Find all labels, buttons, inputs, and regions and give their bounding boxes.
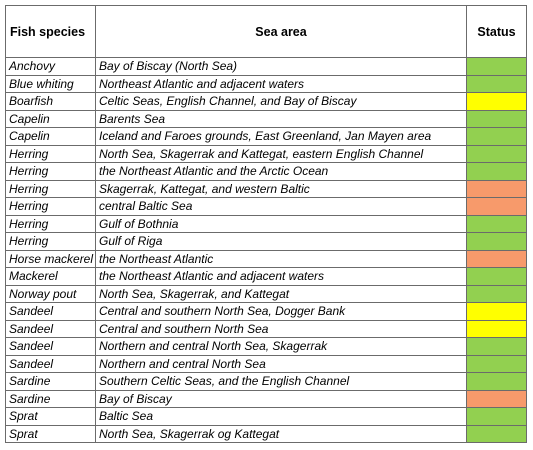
table-row: Herring Skagerrak, Kattegat, and western … bbox=[5, 179, 527, 198]
fish-stock-status-table: Fish species Sea area Status Anchovy Bay … bbox=[5, 5, 527, 443]
status-indicator-cell bbox=[466, 407, 527, 426]
fish-species-cell: Boarfish bbox=[5, 92, 96, 111]
fish-species-cell: Anchovy bbox=[5, 57, 96, 76]
fish-species-cell: Blue whiting bbox=[5, 74, 96, 93]
fish-species-cell: Norway pout bbox=[5, 284, 96, 303]
status-indicator-cell bbox=[466, 249, 527, 268]
table-row: Sardine Bay of Biscay bbox=[5, 389, 527, 408]
status-indicator-cell bbox=[466, 127, 527, 146]
fish-species-cell: Herring bbox=[5, 144, 96, 163]
table-row: Herring Gulf of Riga bbox=[5, 232, 527, 251]
table-row: Norway pout North Sea, Skagerrak, and Kat… bbox=[5, 284, 527, 303]
status-indicator-cell bbox=[466, 197, 527, 216]
sea-area-cell: Gulf of Riga bbox=[95, 232, 467, 251]
sea-area-cell: Northern and central North Sea bbox=[95, 354, 467, 373]
status-indicator-cell bbox=[466, 162, 527, 181]
sea-area-cell: Central and southern North Sea bbox=[95, 319, 467, 338]
sea-area-cell: Barents Sea bbox=[95, 109, 467, 128]
sea-area-cell: the Northeast Atlantic and adjacent wate… bbox=[95, 267, 467, 286]
sea-area-cell: Gulf of Bothnia bbox=[95, 214, 467, 233]
header-status: Status bbox=[466, 5, 527, 58]
status-indicator-cell bbox=[466, 284, 527, 303]
fish-species-cell: Mackerel bbox=[5, 267, 96, 286]
fish-species-cell: Capelin bbox=[5, 127, 96, 146]
status-indicator-cell bbox=[466, 144, 527, 163]
status-indicator-cell bbox=[466, 302, 527, 321]
table-row: Sandeel Northern and central North Sea bbox=[5, 354, 527, 373]
table-row: Capelin Barents Sea bbox=[5, 109, 527, 128]
sea-area-cell: the Northeast Atlantic bbox=[95, 249, 467, 268]
fish-species-cell: Sandeel bbox=[5, 302, 96, 321]
table-body: Anchovy Bay of Biscay (North Sea) Blue whi… bbox=[5, 57, 527, 443]
status-indicator-cell bbox=[466, 319, 527, 338]
status-indicator-cell bbox=[466, 214, 527, 233]
sea-area-cell: Northern and central North Sea, Skagerra… bbox=[95, 337, 467, 356]
table-row: Sandeel Central and southern North Sea bbox=[5, 319, 527, 338]
table-row: Herring Gulf of Bothnia bbox=[5, 214, 527, 233]
table-row: Herring the Northeast Atlantic and the Ar… bbox=[5, 162, 527, 181]
status-indicator-cell bbox=[466, 109, 527, 128]
sea-area-cell: North Sea, Skagerrak og Kattegat bbox=[95, 424, 467, 443]
status-indicator-cell bbox=[466, 74, 527, 93]
sea-area-cell: North Sea, Skagerrak and Kattegat, easte… bbox=[95, 144, 467, 163]
fish-species-cell: Herring bbox=[5, 179, 96, 198]
status-indicator-cell bbox=[466, 424, 527, 443]
table-header-row: Fish species Sea area Status bbox=[5, 5, 527, 58]
status-indicator-cell bbox=[466, 267, 527, 286]
status-indicator-cell bbox=[466, 389, 527, 408]
sea-area-cell: the Northeast Atlantic and the Arctic Oc… bbox=[95, 162, 467, 181]
table-row: Herring central Baltic Sea bbox=[5, 197, 527, 216]
fish-species-cell: Herring bbox=[5, 162, 96, 181]
header-fish-species: Fish species bbox=[5, 5, 96, 58]
table-row: Capelin Iceland and Faroes grounds, East … bbox=[5, 127, 527, 146]
status-indicator-cell bbox=[466, 232, 527, 251]
status-indicator-cell bbox=[466, 92, 527, 111]
sea-area-cell: Celtic Seas, English Channel, and Bay of… bbox=[95, 92, 467, 111]
status-indicator-cell bbox=[466, 57, 527, 76]
status-indicator-cell bbox=[466, 354, 527, 373]
sea-area-cell: Skagerrak, Kattegat, and western Baltic bbox=[95, 179, 467, 198]
fish-species-cell: Sandeel bbox=[5, 337, 96, 356]
status-indicator-cell bbox=[466, 337, 527, 356]
sea-area-cell: Southern Celtic Seas, and the English Ch… bbox=[95, 372, 467, 391]
fish-species-cell: Herring bbox=[5, 214, 96, 233]
table-row: Sprat Baltic Sea bbox=[5, 407, 527, 426]
sea-area-cell: Bay of Biscay bbox=[95, 389, 467, 408]
sea-area-cell: North Sea, Skagerrak, and Kattegat bbox=[95, 284, 467, 303]
table-row: Sardine Southern Celtic Seas, and the Eng… bbox=[5, 372, 527, 391]
sea-area-cell: central Baltic Sea bbox=[95, 197, 467, 216]
fish-species-cell: Sandeel bbox=[5, 319, 96, 338]
status-indicator-cell bbox=[466, 372, 527, 391]
fish-species-cell: Sprat bbox=[5, 407, 96, 426]
status-indicator-cell bbox=[466, 179, 527, 198]
fish-species-cell: Herring bbox=[5, 232, 96, 251]
fish-species-cell: Sprat bbox=[5, 424, 96, 443]
table-row: Sprat North Sea, Skagerrak og Kattegat bbox=[5, 424, 527, 443]
fish-species-cell: Capelin bbox=[5, 109, 96, 128]
sea-area-cell: Central and southern North Sea, Dogger B… bbox=[95, 302, 467, 321]
table-row: Sandeel Central and southern North Sea, D… bbox=[5, 302, 527, 321]
sea-area-cell: Bay of Biscay (North Sea) bbox=[95, 57, 467, 76]
fish-species-cell: Sardine bbox=[5, 372, 96, 391]
table-row: Sandeel Northern and central North Sea, S… bbox=[5, 337, 527, 356]
fish-species-cell: Herring bbox=[5, 197, 96, 216]
table-row: Horse mackerel the Northeast Atlantic bbox=[5, 249, 527, 268]
fish-species-cell: Sardine bbox=[5, 389, 96, 408]
sea-area-cell: Baltic Sea bbox=[95, 407, 467, 426]
table-row: Herring North Sea, Skagerrak and Kattegat… bbox=[5, 144, 527, 163]
table-row: Boarfish Celtic Seas, English Channel, an… bbox=[5, 92, 527, 111]
table-row: Blue whiting Northeast Atlantic and adjac… bbox=[5, 74, 527, 93]
sea-area-cell: Iceland and Faroes grounds, East Greenla… bbox=[95, 127, 467, 146]
fish-species-cell: Horse mackerel bbox=[5, 249, 96, 268]
header-sea-area: Sea area bbox=[95, 5, 467, 58]
fish-species-cell: Sandeel bbox=[5, 354, 96, 373]
table-row: Mackerel the Northeast Atlantic and adjac… bbox=[5, 267, 527, 286]
table-row: Anchovy Bay of Biscay (North Sea) bbox=[5, 57, 527, 76]
sea-area-cell: Northeast Atlantic and adjacent waters bbox=[95, 74, 467, 93]
